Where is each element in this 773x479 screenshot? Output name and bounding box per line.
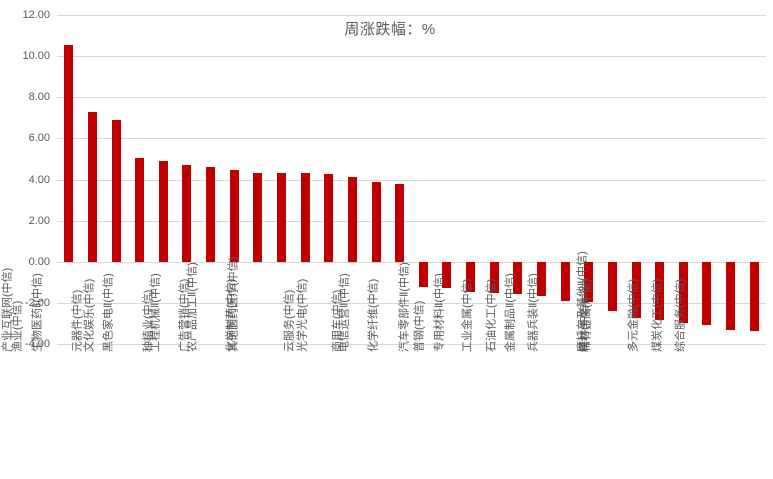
x-axis-category-label: 电信运营Ⅱ(中信) <box>338 273 351 352</box>
bar <box>631 261 641 319</box>
bar <box>371 181 381 262</box>
bar <box>726 261 736 331</box>
gridline <box>57 220 766 222</box>
plot-area <box>57 15 766 345</box>
bar <box>749 261 759 332</box>
bar <box>584 261 594 303</box>
x-axis-category-label: 其他医药医疗(中信) <box>227 256 240 352</box>
bar <box>206 167 216 262</box>
bar <box>536 261 546 296</box>
x-axis-category-label: 文化娱乐(中信) <box>84 278 97 352</box>
gridline <box>57 179 766 181</box>
gridline <box>57 261 766 263</box>
x-axis-category-label: 专用材料Ⅱ(中信) <box>433 273 446 352</box>
x-axis-category-label: 普钢(中信) <box>413 300 426 352</box>
bar <box>418 261 428 288</box>
y-axis-tick-label: -4.00 <box>24 338 50 350</box>
bar <box>229 169 239 262</box>
bar <box>655 261 665 321</box>
bar <box>324 173 334 262</box>
x-axis-category-label: 煤炭化工(中信) <box>651 278 664 352</box>
gridline <box>57 15 766 16</box>
x-axis-category-label: 石油化工(中信) <box>485 278 498 352</box>
x-axis-category-label: 生物医药Ⅱ(中信) <box>31 273 44 352</box>
x-axis-category-label: 工程机械Ⅱ(中信) <box>149 273 162 352</box>
chart-title: 周涨跌幅：% <box>344 21 436 38</box>
y-axis-tick-label: 2.00 <box>28 214 50 227</box>
y-axis-tick-label: -2.00 <box>24 296 50 309</box>
gridline <box>57 138 766 140</box>
x-axis-category-label: 工业金属(中信) <box>462 278 475 352</box>
x-axis-category-label: 综合服务(中信) <box>674 278 687 352</box>
bar <box>489 261 499 293</box>
y-axis-tick-label: 0.00 <box>28 255 50 268</box>
bar <box>253 172 263 262</box>
bar <box>64 44 74 262</box>
gridline <box>57 56 766 58</box>
y-axis-tick-label: 12.00 <box>22 9 50 21</box>
gridline <box>57 344 766 345</box>
bar <box>560 261 570 301</box>
bar <box>466 261 476 292</box>
gridline <box>57 97 766 99</box>
x-axis-category-label: 汽车零部件Ⅱ(中信) <box>398 262 411 352</box>
bar <box>347 177 357 262</box>
bar <box>300 173 310 262</box>
bar <box>182 164 192 262</box>
x-axis-category-label: 金属制品Ⅱ(中信) <box>504 273 516 352</box>
bar <box>442 261 452 289</box>
x-axis-category-label: 化学纤维(中信) <box>367 278 380 352</box>
bar <box>607 261 617 312</box>
bar <box>702 261 712 326</box>
x-axis-category-label: 兵器兵装Ⅱ(中信) <box>527 273 540 352</box>
y-axis-tick-label: 4.00 <box>28 173 50 186</box>
bar <box>158 160 168 262</box>
x-axis-category-label: 光学光电(中信) <box>296 278 309 352</box>
x-axis-category-label: 多元金融(中信) <box>627 278 640 352</box>
y-axis-tick-label: 6.00 <box>28 132 50 145</box>
x-axis-category-label: 黑色家电Ⅱ(中信) <box>102 273 115 352</box>
bar <box>395 184 405 262</box>
bar <box>135 157 145 262</box>
x-axis-category-label: 农产品加工Ⅱ(中信) <box>185 262 198 352</box>
bar <box>513 261 523 295</box>
bar <box>111 119 121 262</box>
gridline <box>57 302 766 304</box>
x-axis-category-label: 产业互联网(中信) <box>2 267 15 352</box>
bar <box>277 172 287 262</box>
x-axis-category-label: 摩托车及其他Ⅱ(中信) <box>576 251 589 352</box>
y-axis-tick-label: 8.00 <box>28 91 50 104</box>
bar <box>87 111 97 262</box>
y-axis-tick-label: 10.00 <box>22 50 50 63</box>
bar <box>678 261 688 324</box>
